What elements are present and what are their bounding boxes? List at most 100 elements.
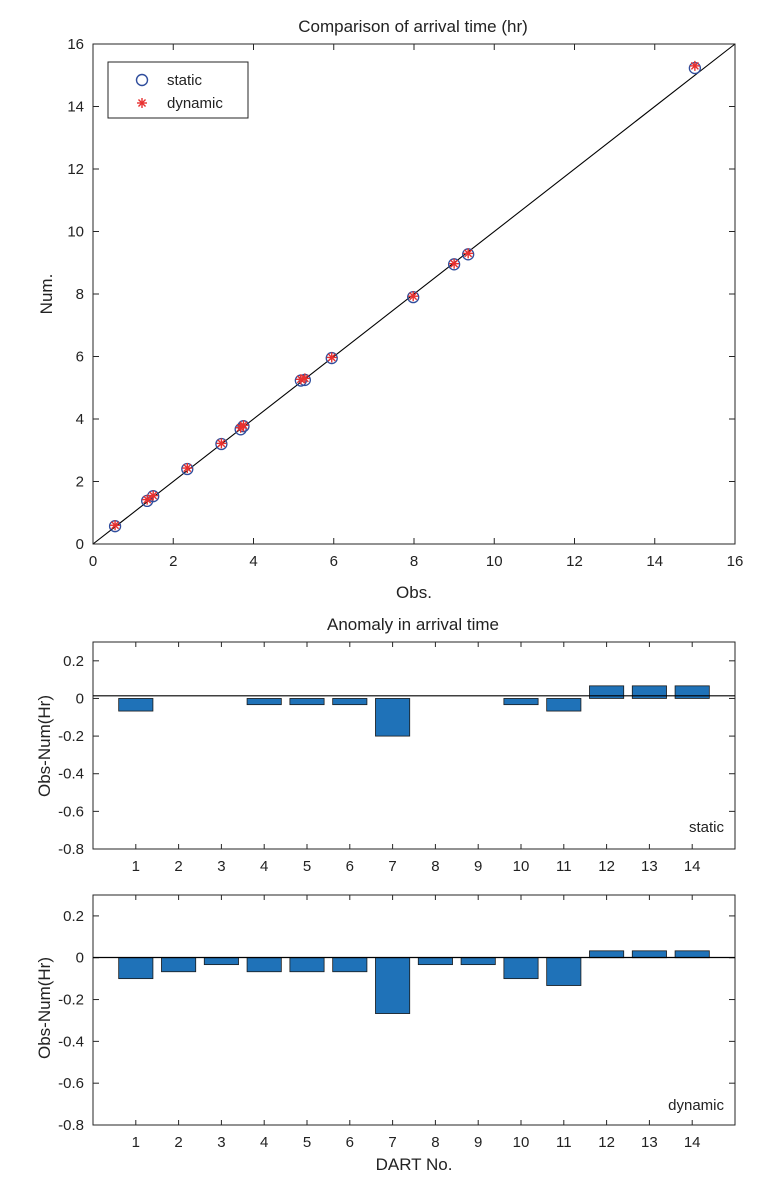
y-tick-label: 12	[67, 161, 84, 178]
scatter-chart: Comparison of arrival time (hr) 0 2 4 6 8 10 1…	[37, 17, 743, 602]
bar-static-panel-label: static	[689, 819, 725, 836]
y-tick-label: 16	[67, 36, 84, 53]
dynamic-x-tick-label: 12	[598, 1134, 615, 1151]
static-bar	[332, 698, 368, 706]
static-x-tick-label: 4	[260, 858, 268, 875]
dynamic-bar	[375, 957, 411, 1014]
dynamic-bar	[631, 950, 667, 959]
dynamic-point	[299, 373, 310, 384]
static-y-tick-label: 0.2	[63, 653, 84, 670]
static-y-tick-label: -0.6	[58, 803, 84, 820]
dynamic-y-tick-label: -0.2	[58, 992, 84, 1009]
dynamic-bar	[118, 957, 154, 980]
static-x-tick-label: 7	[388, 858, 396, 875]
x-tick-label: 12	[566, 553, 583, 570]
static-bar	[503, 698, 539, 706]
static-bar	[546, 698, 582, 712]
static-x-tick-label: 14	[684, 858, 701, 875]
scatter-y-label: Num.	[37, 274, 56, 315]
dynamic-y-tick-label: 0.2	[63, 908, 84, 925]
dynamic-bar	[289, 957, 325, 973]
scatter-ticks: 0 2 4 6 8 10 12 14 16 0 2 4 6 8 10 12 14 16	[67, 36, 743, 570]
x-tick-label: 6	[330, 553, 338, 570]
dynamic-x-tick-label: 3	[217, 1134, 225, 1151]
dynamic-y-tick-label: -0.8	[58, 1117, 84, 1134]
bar-dynamic-panel-label: dynamic	[668, 1097, 724, 1114]
legend-dynamic-label: dynamic	[167, 95, 223, 112]
static-y-tick-label: -0.4	[58, 766, 84, 783]
dynamic-x-tick-label: 13	[641, 1134, 658, 1151]
dynamic-y-tick-label: -0.4	[58, 1033, 84, 1050]
dynamic-x-tick-label: 10	[513, 1134, 530, 1151]
static-x-tick-label: 8	[431, 858, 439, 875]
dynamic-bar	[460, 957, 496, 966]
y-tick-label: 6	[76, 349, 84, 366]
legend-static-marker	[135, 73, 149, 87]
dynamic-bar	[503, 957, 539, 980]
y-tick-label: 4	[76, 411, 84, 428]
dynamic-x-tick-label: 6	[346, 1134, 354, 1151]
bar-static-y-label: Obs-Num(Hr)	[35, 695, 54, 797]
y-tick-label: 10	[67, 224, 84, 241]
dynamic-bar	[589, 950, 625, 959]
legend-asterisk	[137, 98, 147, 108]
static-bar	[289, 698, 325, 706]
static-bar	[118, 698, 154, 712]
dynamic-y-tick-label: 0	[76, 950, 84, 967]
dynamic-x-tick-label: 7	[388, 1134, 396, 1151]
bar-chart-dynamic: 0.20-0.2-0.4-0.6-0.81 2 3 4 5 6 7 8 9 10 11 12 13 14 …	[35, 894, 736, 1174]
dynamic-x-tick-label: 5	[303, 1134, 311, 1151]
x-tick-label: 2	[169, 553, 177, 570]
dynamic-point	[238, 420, 249, 431]
static-x-tick-label: 1	[132, 858, 140, 875]
static-bar	[375, 698, 411, 737]
x-tick-label: 8	[410, 553, 418, 570]
dynamic-x-tick-label: 8	[431, 1134, 439, 1151]
anomaly-title: Anomaly in arrival time	[327, 615, 499, 634]
static-bar	[674, 685, 710, 699]
static-x-tick-label: 11	[556, 858, 572, 875]
legend: static dynamic	[107, 61, 249, 119]
x-tick-label: 10	[486, 553, 503, 570]
bar-static-plot-area	[92, 641, 736, 850]
dynamic-point	[408, 291, 419, 302]
dynamic-bar	[674, 950, 710, 959]
bar-static-ticks: 0.20-0.2-0.4-0.6-0.81 2 3 4 5 6 7 8 9 10 11 12 13 14	[58, 642, 735, 875]
dynamic-point	[295, 374, 306, 385]
x-tick-label: 14	[646, 553, 663, 570]
dynamic-point	[148, 490, 159, 501]
static-x-tick-label: 10	[513, 858, 530, 875]
dynamic-bar	[246, 957, 282, 973]
scatter-x-label: Obs.	[396, 583, 432, 602]
dynamic-x-tick-label: 11	[556, 1134, 572, 1151]
bar-dynamic-plot-area	[92, 894, 736, 1126]
dynamic-point	[689, 60, 700, 71]
dynamic-point	[182, 463, 193, 474]
dynamic-bar	[161, 957, 197, 973]
reference-line-group	[92, 43, 736, 545]
static-x-tick-label: 5	[303, 858, 311, 875]
static-x-tick-label: 6	[346, 858, 354, 875]
x-tick-label: 4	[249, 553, 257, 570]
dynamic-point	[449, 258, 460, 269]
dynamic-bar	[546, 957, 582, 986]
dynamic-point	[142, 494, 153, 505]
static-x-tick-label: 2	[174, 858, 182, 875]
dynamic-x-tick-label: 14	[684, 1134, 701, 1151]
bar-dynamic-ticks: 0.20-0.2-0.4-0.6-0.81 2 3 4 5 6 7 8 9 10 11 12 13 14	[58, 895, 735, 1151]
y-tick-label: 14	[67, 99, 84, 116]
static-bar	[246, 698, 282, 706]
dynamic-bar	[417, 957, 453, 966]
x-tick-label: 0	[89, 553, 97, 570]
legend-dynamic-marker	[137, 98, 147, 108]
static-y-tick-label: 0	[76, 690, 84, 707]
dynamic-point	[326, 352, 337, 363]
bar-dynamic-y-label: Obs-Num(Hr)	[35, 957, 54, 1059]
dynamic-x-tick-label: 4	[260, 1134, 268, 1151]
dynamic-y-tick-label: -0.6	[58, 1075, 84, 1092]
static-y-tick-label: -0.8	[58, 841, 84, 858]
static-x-tick-label: 13	[641, 858, 658, 875]
dynamic-bar	[203, 957, 239, 966]
dynamic-bar	[332, 957, 368, 973]
y-tick-label: 2	[76, 474, 84, 491]
